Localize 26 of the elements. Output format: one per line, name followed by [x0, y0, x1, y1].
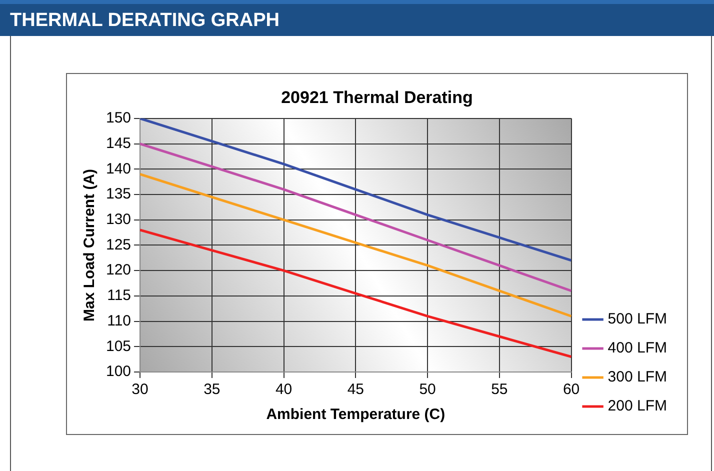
y-tick-label: 130: [106, 210, 132, 228]
y-tick-label: 145: [106, 134, 132, 152]
x-tick-label: 35: [204, 381, 220, 398]
legend-label: 500 LFM: [608, 310, 668, 328]
y-tick-label: 140: [106, 160, 132, 178]
legend-label: 300 LFM: [608, 368, 668, 386]
x-tick-label: 45: [347, 381, 364, 398]
legend-label: 400 LFM: [608, 340, 668, 357]
y-tick-label: 150: [106, 110, 132, 127]
y-tick-label: 115: [107, 287, 132, 304]
y-tick-label: 105: [106, 338, 132, 355]
y-tick-label: 125: [106, 236, 132, 254]
x-tick-label: 40: [275, 381, 292, 398]
chart-subtitle: 20921 Thermal Derating: [281, 88, 473, 107]
y-tick-label: 100: [106, 363, 132, 380]
x-tick-label: 50: [419, 381, 436, 398]
y-tick-label: 110: [107, 312, 132, 330]
x-tick-label: 60: [562, 381, 580, 398]
chart-title: THERMAL DERATING GRAPH: [10, 10, 280, 32]
y-tick-label: 135: [106, 186, 132, 203]
x-tick-label: 30: [132, 381, 148, 398]
y-axis-title: Max Load Current (A): [81, 168, 98, 322]
x-axis-title: Ambient Temperature (C): [266, 406, 446, 424]
x-tick-label: 55: [491, 381, 508, 398]
legend-label: 200 LFM: [608, 398, 668, 415]
y-tick-label: 120: [106, 262, 132, 279]
